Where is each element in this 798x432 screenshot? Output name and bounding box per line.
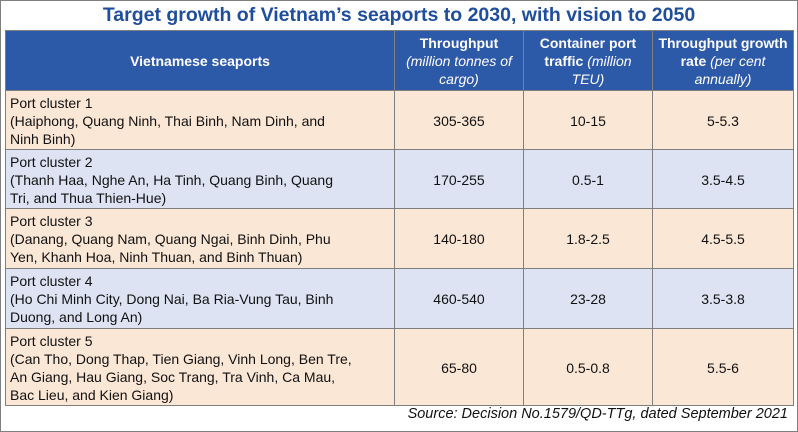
source-note: Source: Decision No.1579/QD-TTg, dated S…	[407, 406, 788, 422]
header-growth-unit: (per cent annually)	[694, 52, 766, 87]
cluster-ports-line: Ninh Binh)	[10, 130, 76, 147]
cluster-ports-line: An Giang, Hau Giang, Soc Trang, Tra Vinh…	[10, 368, 336, 385]
table-title: Target growth of Vietnam’s seaports to 2…	[102, 4, 696, 26]
header-seaports: Vietnamese seaports	[5, 30, 395, 91]
throughput-cell: 170-255	[394, 149, 524, 209]
throughput-cell: 140-180	[394, 208, 524, 269]
growth-cell: 4.5-5.5	[652, 208, 794, 269]
header-growth-rate: Throughput growth rate (per cent annuall…	[652, 30, 794, 91]
seaports-table: Vietnamese seaports Throughput (million …	[5, 30, 794, 406]
throughput-cell: 305-365	[394, 90, 524, 150]
cluster-ports-line: Tri, and Thua Thien-Hue)	[10, 189, 167, 206]
growth-cell: 3.5-4.5	[652, 149, 794, 209]
cluster-ports-line: (Can Tho, Dong Thap, Tien Giang, Vinh Lo…	[10, 350, 352, 367]
cluster-name: Port cluster 5	[10, 332, 93, 349]
cluster-name: Port cluster 2	[10, 153, 93, 170]
table-row: Port cluster 1 (Haiphong, Quang Ninh, Th…	[5, 90, 794, 150]
header-growth-label: Throughput growth rate	[658, 34, 788, 69]
cluster-ports-line: Bac Lieu, and Kien Giang)	[10, 386, 174, 403]
cluster-ports-line: (Ho Chi Minh City, Dong Nai, Ba Ria-Vung…	[10, 291, 334, 307]
header-container-unit: (million TEU)	[571, 52, 632, 87]
container-cell: 1.8-2.5	[523, 208, 653, 269]
header-throughput-unit: (million tonnes of cargo)	[406, 52, 512, 87]
seaports-cell: Port cluster 1 (Haiphong, Quang Ninh, Th…	[5, 90, 395, 150]
seaports-cell: Port cluster 2 (Thanh Haa, Nghe An, Ha T…	[5, 149, 395, 209]
header-row: Vietnamese seaports Throughput (million …	[5, 30, 794, 91]
header-seaports-label: Vietnamese seaports	[130, 52, 270, 69]
header-container-traffic: Container port traffic (million TEU)	[523, 30, 653, 91]
container-cell: 0.5-1	[523, 149, 653, 209]
throughput-cell: 460-540	[394, 268, 524, 329]
container-cell: 23-28	[523, 268, 653, 329]
cluster-name: Port cluster 4	[10, 273, 93, 289]
cluster-name: Port cluster 3	[10, 213, 93, 229]
growth-cell: 5-5.3	[652, 90, 794, 150]
cluster-ports-line: Yen, Khanh Hoa, Ninh Thuan, and Binh Thu…	[10, 249, 303, 265]
cluster-ports-line: (Thanh Haa, Nghe An, Ha Tinh, Quang Binh…	[10, 171, 333, 188]
cluster-ports-line: (Danang, Quang Nam, Quang Ngai, Binh Din…	[10, 231, 331, 247]
throughput-cell: 65-80	[394, 328, 524, 406]
cluster-ports-line: (Haiphong, Quang Ninh, Thai Binh, Nam Di…	[10, 112, 325, 129]
cluster-ports-line: Duong, and Long An)	[10, 309, 143, 325]
header-container-label: Container port traffic	[539, 34, 637, 69]
header-throughput: Throughput (million tonnes of cargo)	[394, 30, 524, 91]
table-row: Port cluster 4 (Ho Chi Minh City, Dong N…	[5, 268, 794, 329]
table-row: Port cluster 2 (Thanh Haa, Nghe An, Ha T…	[5, 149, 794, 209]
table-row: Port cluster 3 (Danang, Quang Nam, Quang…	[5, 208, 794, 269]
seaports-cell: Port cluster 5 (Can Tho, Dong Thap, Tien…	[5, 328, 395, 406]
table-row: Port cluster 5 (Can Tho, Dong Thap, Tien…	[5, 328, 794, 406]
container-cell: 10-15	[523, 90, 653, 150]
header-throughput-label: Throughput	[419, 34, 499, 51]
cluster-name: Port cluster 1	[10, 94, 93, 111]
seaports-cell: Port cluster 4 (Ho Chi Minh City, Dong N…	[5, 268, 395, 329]
growth-cell: 5.5-6	[652, 328, 794, 406]
seaports-cell: Port cluster 3 (Danang, Quang Nam, Quang…	[5, 208, 395, 269]
growth-cell: 3.5-3.8	[652, 268, 794, 329]
container-cell: 0.5-0.8	[523, 328, 653, 406]
